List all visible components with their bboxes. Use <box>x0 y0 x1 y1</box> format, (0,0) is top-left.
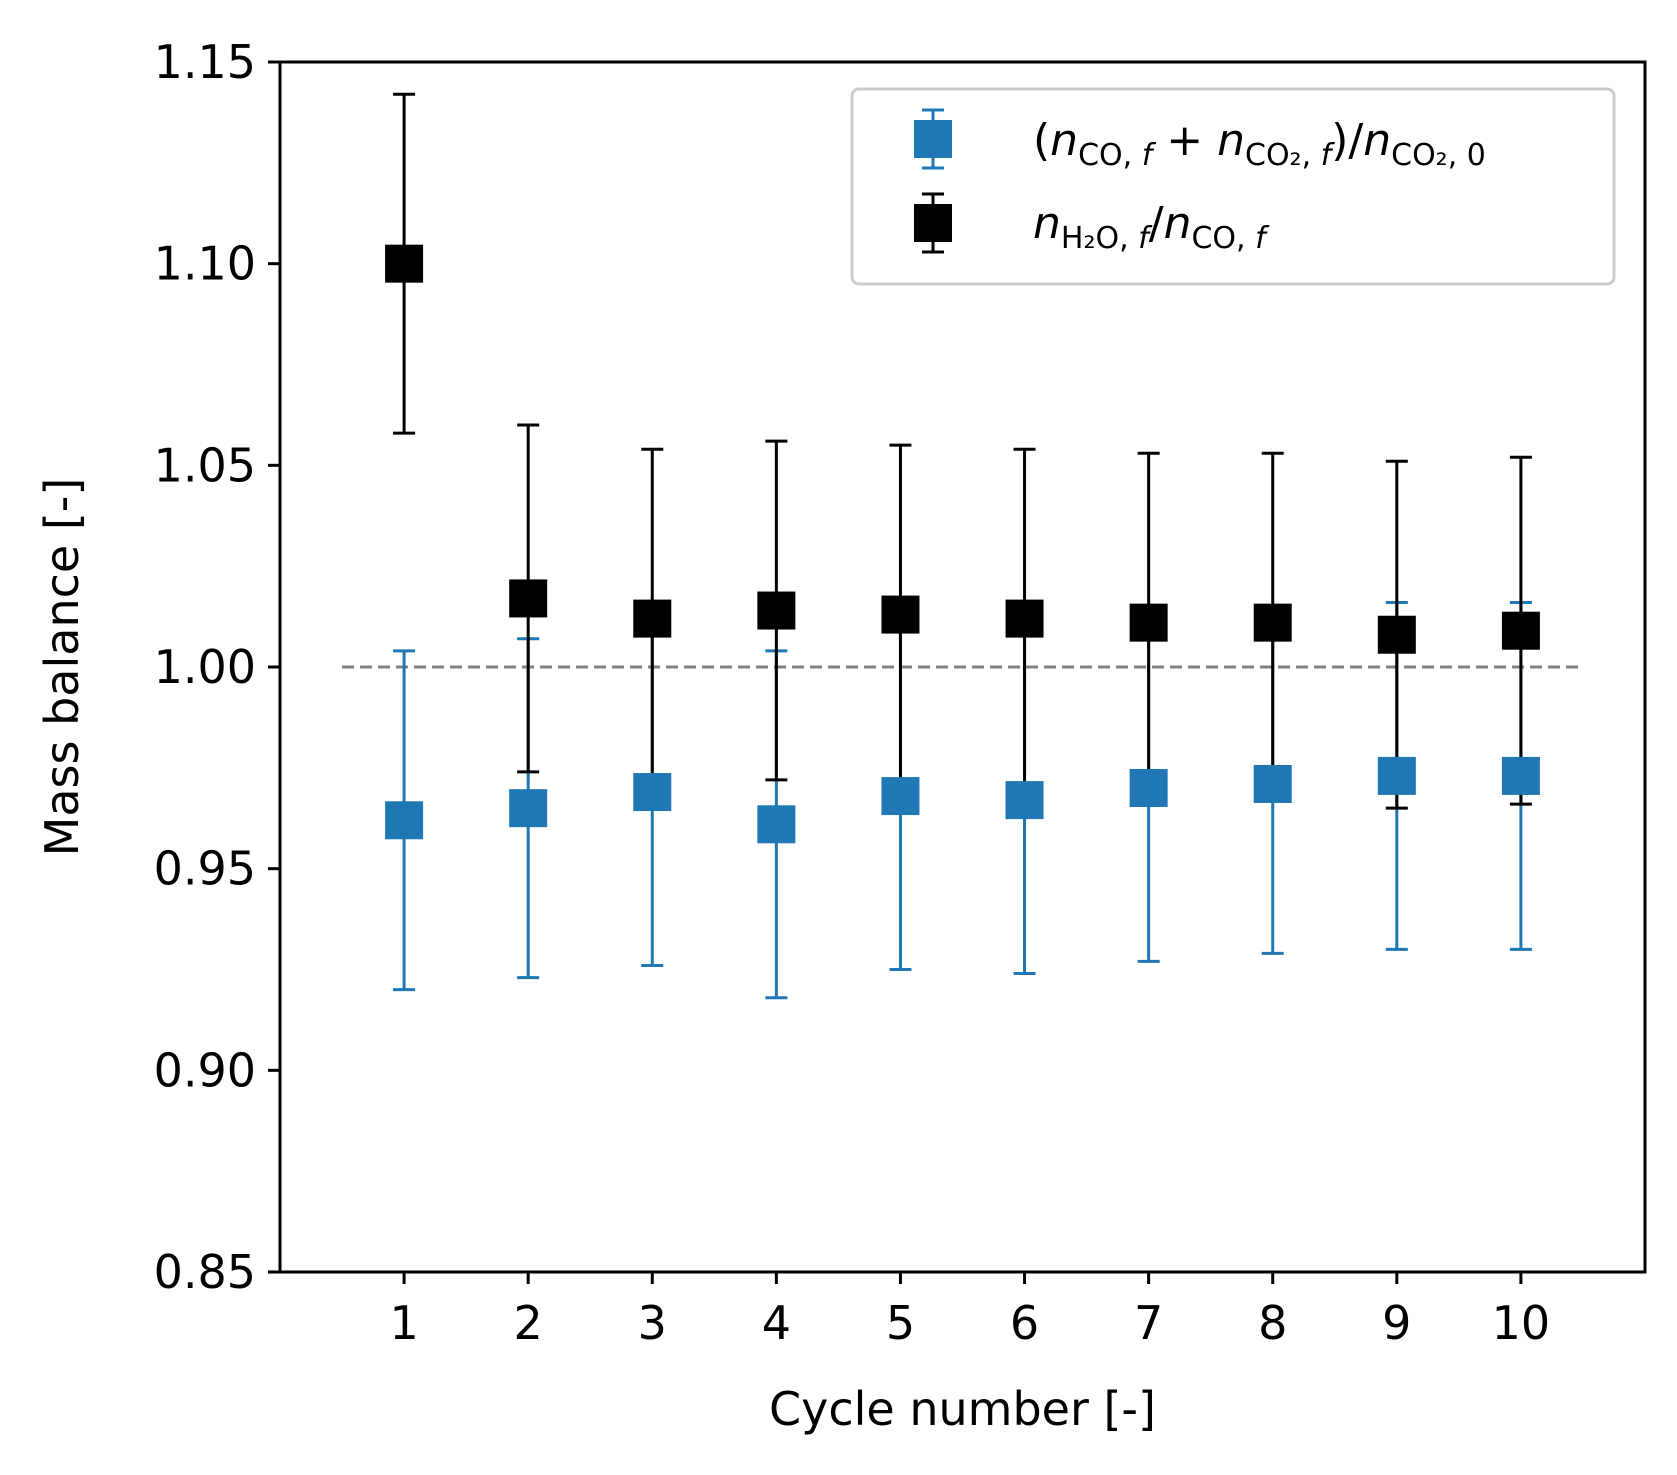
y-tick-label: 1.10 <box>154 237 256 291</box>
legend-marker <box>914 120 952 158</box>
x-tick-label: 8 <box>1258 1296 1287 1350</box>
data-point-series-1 <box>1501 756 1540 795</box>
data-point-series-2 <box>509 579 548 618</box>
data-point-series-2 <box>385 244 424 283</box>
x-tick-label: 1 <box>389 1296 418 1350</box>
data-point-series-1 <box>1005 781 1044 820</box>
legend-label-series-2: nH₂O, f/nCO, f <box>1033 198 1270 256</box>
x-tick-label: 10 <box>1492 1296 1551 1350</box>
legend-symbol-series-1 <box>914 108 952 170</box>
y-axis-title: Mass balance [-] <box>35 478 89 857</box>
legend-box <box>850 87 1616 286</box>
legend-marker <box>914 204 952 242</box>
marker-layer <box>385 244 1540 844</box>
y-tick-label: 1.05 <box>154 438 256 492</box>
y-tick-label: 1.00 <box>154 640 256 694</box>
y-tick-label: 0.90 <box>154 1043 256 1097</box>
y-tick-label: 0.85 <box>154 1245 256 1299</box>
x-tick-label: 2 <box>514 1296 543 1350</box>
x-tick-label: 5 <box>886 1296 915 1350</box>
y-tick-label: 0.95 <box>154 842 256 896</box>
legend: (nCO, f + nCO₂, f)/nCO₂, 0 nH₂O, f/nCO, … <box>850 87 1616 286</box>
data-point-series-2 <box>1129 603 1168 642</box>
x-tick-label: 6 <box>1010 1296 1039 1350</box>
data-point-series-2 <box>633 599 672 638</box>
data-point-series-1 <box>881 777 920 816</box>
data-point-series-2 <box>1005 599 1044 638</box>
x-tick-label: 3 <box>638 1296 667 1350</box>
x-tick-label: 7 <box>1134 1296 1163 1350</box>
y-tick-label: 1.15 <box>154 35 256 89</box>
data-point-series-1 <box>757 805 796 844</box>
data-point-series-2 <box>757 591 796 630</box>
data-point-series-2 <box>1377 615 1416 654</box>
axis-layer: 1 2 3 4 5 6 7 8 9 10 0.85 0.90 0.95 1.00 1.05 1.10 1.15 C… <box>35 35 1647 1436</box>
data-point-series-1 <box>633 773 672 812</box>
data-point-series-1 <box>1253 764 1292 803</box>
data-point-series-2 <box>1501 611 1540 650</box>
data-point-series-1 <box>509 789 548 828</box>
legend-symbol-series-2 <box>914 192 952 254</box>
data-point-series-1 <box>385 801 424 840</box>
data-point-series-2 <box>881 595 920 634</box>
x-tick-label: 9 <box>1382 1296 1411 1350</box>
data-point-series-2 <box>1253 603 1292 642</box>
legend-label-series-1: (nCO, f + nCO₂, f)/nCO₂, 0 <box>1033 115 1486 173</box>
data-point-series-1 <box>1129 769 1168 807</box>
x-tick-label: 4 <box>762 1296 791 1350</box>
data-point-series-1 <box>1377 756 1416 795</box>
x-axis-title: Cycle number [-] <box>769 1382 1156 1436</box>
